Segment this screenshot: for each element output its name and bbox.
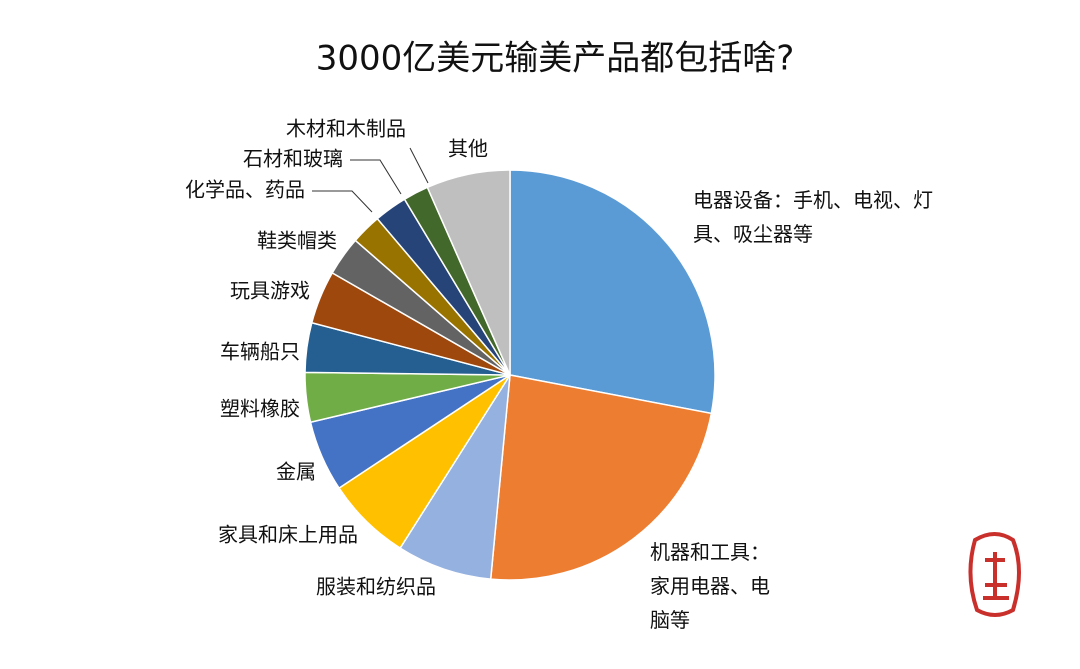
- slice-label: 家具和床上用品: [218, 523, 358, 547]
- seal: [968, 532, 1021, 617]
- leader-line: [312, 190, 373, 213]
- slice-label: 化学品、药品: [185, 178, 305, 202]
- pie-slice: [489, 374, 713, 581]
- slice-label: 其他: [448, 137, 488, 161]
- slice-label: 机器和工具：家用电器、电脑等: [650, 540, 770, 632]
- slice-label: 塑料橡胶: [220, 397, 300, 421]
- pie-slice: [426, 169, 511, 376]
- slice-label: 鞋类帽类: [257, 229, 337, 253]
- slice-label: 玩具游戏: [230, 279, 310, 303]
- leader-line: [350, 159, 402, 195]
- chart-title: 3000亿美元输美产品都包括啥?: [316, 39, 795, 79]
- leader-line: [409, 147, 429, 184]
- slice-label: 木材和木制品: [286, 117, 406, 141]
- slice-label: 电器设备：手机、电视、灯具、吸尘器等: [693, 188, 933, 246]
- slice-label: 金属: [276, 460, 316, 484]
- slice-label: 服装和纺织品: [316, 575, 436, 599]
- slice-label: 石材和玻璃: [243, 147, 343, 171]
- pie-slice: [399, 374, 511, 580]
- slice-label: 车辆船只: [220, 340, 300, 364]
- pie-slice: [509, 169, 716, 415]
